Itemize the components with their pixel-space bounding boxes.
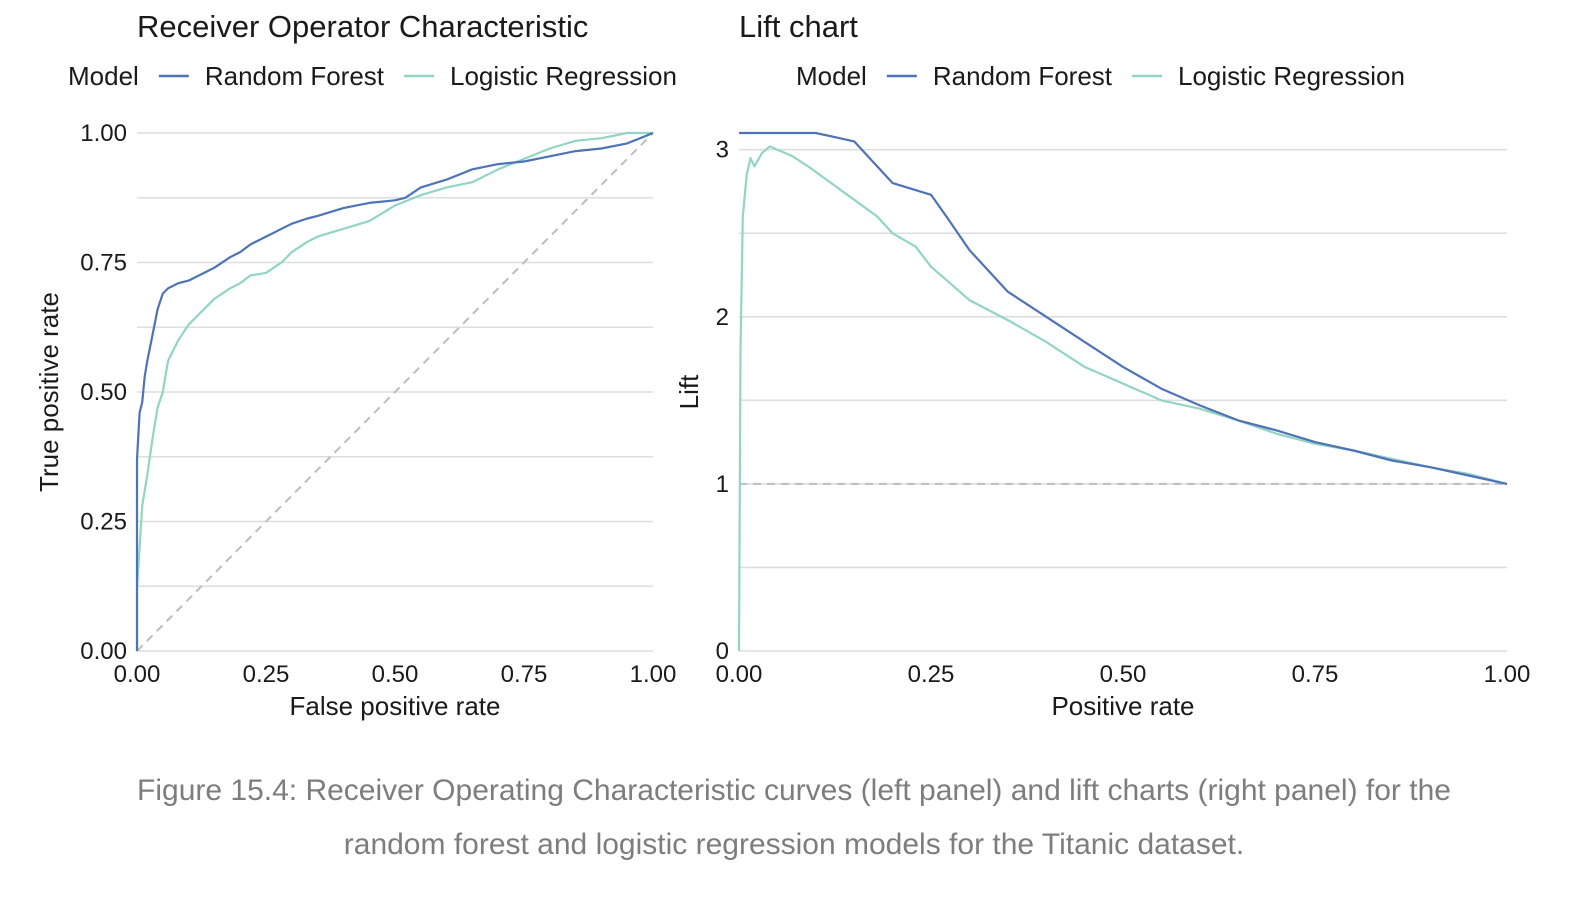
chart-legend: Model Random Forest Logistic Regression bbox=[68, 61, 677, 91]
figure: Receiver Operator Characteristic Model Ran… bbox=[34, 9, 1530, 721]
legend-entry: Logistic Regression bbox=[1178, 61, 1405, 91]
y-axis-label: True positive rate bbox=[34, 292, 64, 492]
chart-legend: Model Random Forest Logistic Regression bbox=[796, 61, 1405, 91]
x-tick-label: 0.00 bbox=[716, 661, 763, 688]
x-axis-label: False positive rate bbox=[290, 691, 501, 721]
caption-line-1: Figure 15.4: Receiver Operating Characte… bbox=[137, 774, 1451, 807]
series-line-logistic-regression bbox=[737, 145, 1508, 652]
y-tick-label: 0.00 bbox=[80, 638, 127, 665]
grid-lines bbox=[739, 148, 1507, 652]
y-tick-label: 0.75 bbox=[80, 250, 127, 277]
x-tick-label: 0.00 bbox=[114, 661, 161, 688]
y-axis-label: Lift bbox=[674, 374, 704, 409]
chart-title: Lift chart bbox=[739, 9, 858, 44]
x-tick-label: 0.25 bbox=[243, 661, 290, 688]
y-tick-label: 2 bbox=[716, 304, 729, 331]
series-line-logistic-regression bbox=[135, 131, 653, 651]
legend-entry: Random Forest bbox=[933, 61, 1113, 91]
x-tick-label: 0.25 bbox=[908, 661, 955, 688]
x-tick-label: 0.75 bbox=[501, 661, 548, 688]
reference-line bbox=[136, 132, 654, 652]
x-axis-label: Positive rate bbox=[1051, 691, 1194, 721]
figure-caption: Figure 15.4: Receiver Operating Characte… bbox=[0, 764, 1588, 872]
y-tick-label: 0 bbox=[716, 638, 729, 665]
caption-line-2: random forest and logistic regression mo… bbox=[343, 828, 1245, 861]
x-tick-label: 0.50 bbox=[372, 661, 419, 688]
legend-title: Model bbox=[796, 61, 867, 91]
y-tick-label: 0.50 bbox=[80, 379, 127, 406]
series-line-random-forest bbox=[739, 131, 1508, 485]
chart-canvas: Receiver Operator Characteristic Model Ran… bbox=[34, 9, 1530, 721]
x-tick-label: 1.00 bbox=[1484, 661, 1531, 688]
chart-panel-2: Lift chart Model Random Forest Logistic Reg… bbox=[674, 9, 1530, 721]
x-tick-label: 0.50 bbox=[1100, 661, 1147, 688]
x-tick-label: 1.00 bbox=[630, 661, 677, 688]
legend-entry: Random Forest bbox=[205, 61, 385, 91]
y-tick-label: 1 bbox=[716, 471, 729, 498]
y-tick-label: 1.00 bbox=[80, 120, 127, 147]
chart-panel-1: Receiver Operator Characteristic Model Ran… bbox=[34, 9, 677, 721]
x-tick-label: 0.75 bbox=[1292, 661, 1339, 688]
legend-title: Model bbox=[68, 61, 139, 91]
y-tick-label: 3 bbox=[716, 137, 729, 164]
chart-title: Receiver Operator Characteristic bbox=[137, 9, 588, 44]
grid-lines bbox=[137, 132, 653, 652]
series-line-random-forest bbox=[135, 131, 654, 651]
y-tick-label: 0.25 bbox=[80, 509, 127, 536]
legend-entry: Logistic Regression bbox=[450, 61, 677, 91]
